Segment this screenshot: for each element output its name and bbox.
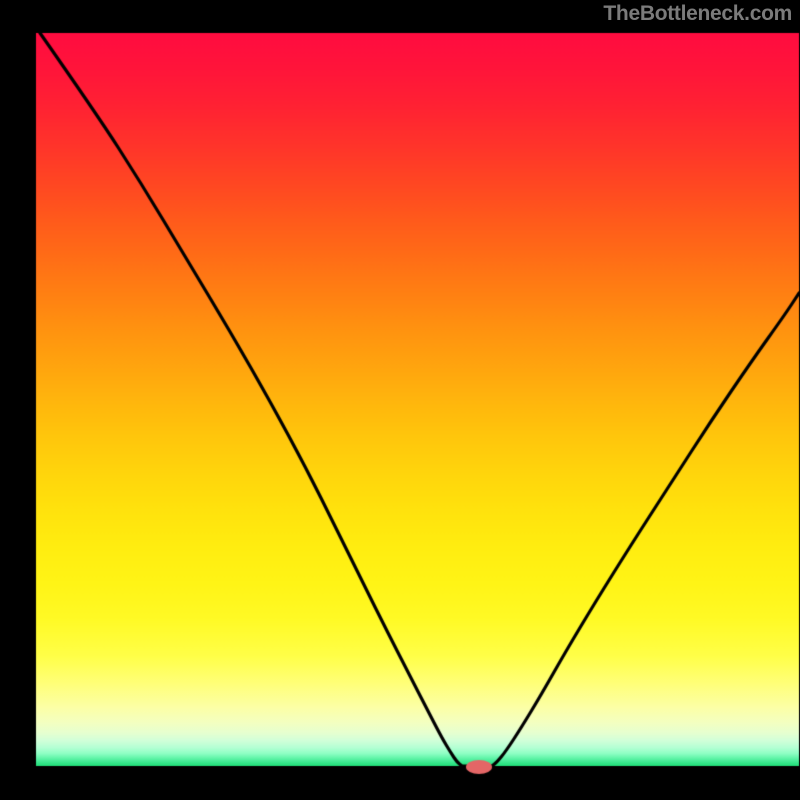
bottleneck-chart-canvas	[0, 0, 800, 800]
watermark-text: TheBottleneck.com	[603, 2, 792, 26]
chart-stage: TheBottleneck.com	[0, 0, 800, 800]
